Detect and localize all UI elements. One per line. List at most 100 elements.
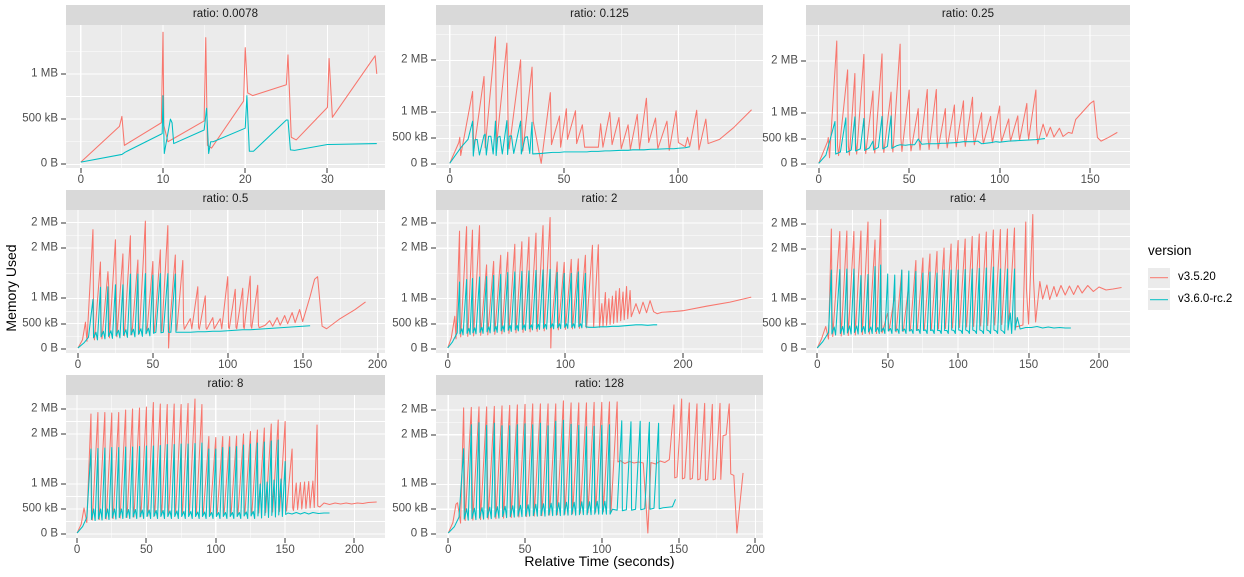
x-axis-tick-label: 0 <box>73 544 81 556</box>
y-axis-tick-mark <box>61 408 66 410</box>
series-line-v3-6-0-rc-2 <box>447 268 658 349</box>
x-axis-tick-mark <box>326 168 328 173</box>
y-axis-tick-mark <box>61 73 66 75</box>
series-line-v3-5-20 <box>80 31 378 163</box>
x-axis-tick-label: 0 <box>445 544 452 556</box>
x-axis-tick-label: 150 <box>668 544 689 556</box>
panel-canvas <box>436 395 763 538</box>
x-axis-tick-mark <box>152 353 154 358</box>
x-axis-tick-label: 200 <box>673 359 693 371</box>
y-axis-tick-mark <box>61 297 66 299</box>
y-axis-tick-mark <box>801 348 806 350</box>
x-axis: 0 50 100 <box>436 168 763 190</box>
legend-label-v3-5-20: v3.5.20 <box>1178 270 1216 283</box>
facet-panel-body <box>436 210 763 353</box>
x-axis-tick-label: 30 <box>321 174 334 186</box>
facet-strip: ratio: 0.0078 <box>66 5 385 25</box>
legend: version v3.5.20 v3.6.0-rc.2 <box>1148 244 1244 311</box>
legend-item-v3-5-20[interactable]: v3.5.20 <box>1148 267 1244 289</box>
y-axis-tick-label: 1 MB <box>31 477 58 490</box>
facet-strip-label: ratio: 2 <box>581 193 618 206</box>
y-axis-tick-mark <box>801 138 806 140</box>
x-axis-tick-label: 20 <box>238 174 252 186</box>
y-axis: 0 B 500 kB 1 MB <box>4 25 66 170</box>
x-axis-tick-label: 150 <box>275 544 295 556</box>
panel-canvas <box>436 210 763 353</box>
y-axis-tick-mark <box>801 248 806 250</box>
panel-canvas <box>436 25 763 168</box>
x-axis-tick-label: 200 <box>745 544 765 556</box>
x-axis-tick-mark <box>957 353 959 358</box>
x-axis-tick-mark <box>353 538 355 543</box>
x-axis-tick-mark <box>601 538 603 543</box>
x-axis-tick-label: 50 <box>902 174 916 186</box>
y-axis-tick-label: 2 MB <box>401 427 428 440</box>
y-axis-tick-label: 500 kB <box>22 316 58 329</box>
series-line-v3-5-20 <box>76 398 377 534</box>
x-axis-tick-mark <box>80 168 82 173</box>
x-axis-tick-label: 100 <box>218 359 238 371</box>
y-axis-tick-mark <box>801 60 806 62</box>
x-axis: 0 50 100 150 200 <box>66 353 388 375</box>
x-axis-tick-label: 50 <box>557 174 571 186</box>
y-axis-tick-label: 500 kB <box>762 131 798 144</box>
legend-item-v3-6-0-rc-2[interactable]: v3.6.0-rc.2 <box>1148 289 1244 311</box>
facet-panel-body <box>436 395 763 538</box>
x-axis-tick-label: 100 <box>555 359 575 371</box>
series-line-v3-5-20 <box>816 213 1122 349</box>
x-axis-tick-mark <box>908 168 910 173</box>
y-axis-tick-mark <box>431 323 436 325</box>
facet-strip-label: ratio: 8 <box>207 378 244 391</box>
y-axis-tick-label: 1 MB <box>401 291 428 304</box>
y-axis-tick-label: 0 B <box>40 342 58 355</box>
panel-canvas <box>806 25 1130 168</box>
x-axis-tick-label: 10 <box>156 174 170 186</box>
facet-panel-body <box>806 210 1130 353</box>
facet-strip-label: ratio: 0.0078 <box>192 8 259 21</box>
y-axis-tick-label: 0 B <box>40 527 58 540</box>
x-axis-tick-label: 150 <box>293 359 313 371</box>
x-axis-tick-mark <box>999 168 1001 173</box>
y-axis-tick-mark <box>801 298 806 300</box>
x-axis-tick-mark <box>76 538 78 543</box>
y-axis-tick-label: 0 B <box>780 157 798 170</box>
x-axis-tick-mark <box>682 353 684 358</box>
facet-strip-label: ratio: 0.25 <box>941 8 995 21</box>
x-axis-tick-mark <box>887 353 889 358</box>
x-axis-tick-mark <box>447 353 449 358</box>
x-axis-tick-mark <box>1098 353 1100 358</box>
y-axis-tick-label: 1 MB <box>401 477 428 490</box>
facet-panel: ratio: 4 <box>806 190 1130 353</box>
x-axis-tick-label: 100 <box>990 174 1010 186</box>
series-line-v3-5-20 <box>449 36 752 164</box>
x-axis-tick-label: 200 <box>367 359 388 371</box>
y-axis-tick-label: 0 B <box>40 157 58 170</box>
y-axis-tick-mark <box>61 323 66 325</box>
x-axis-tick-mark <box>377 353 378 358</box>
facet-panel-body <box>436 25 763 168</box>
x-axis-tick-label: 50 <box>518 544 532 556</box>
facet-strip-label: ratio: 0.5 <box>202 193 249 206</box>
facet-panel: ratio: 0.0078 <box>66 5 385 168</box>
y-axis-tick-mark <box>431 483 436 485</box>
x-axis-tick-mark <box>215 538 217 543</box>
x-axis-tick-mark <box>677 168 679 173</box>
x-axis-tick-label: 0 <box>814 359 821 371</box>
legend-title: version <box>1148 243 1192 258</box>
x-axis-tick-mark <box>449 168 451 173</box>
series-line-v3-5-20 <box>77 220 366 349</box>
facet-panel-body <box>66 210 385 353</box>
y-axis-tick-mark <box>431 111 436 113</box>
y-axis-tick-label: 2 MB <box>31 402 58 415</box>
y-axis-tick-mark <box>61 222 66 224</box>
y-axis-tick-label: 2 MB <box>401 216 428 229</box>
legend-key-icon-v3-5-20 <box>1148 267 1170 288</box>
y-axis-tick-mark <box>61 433 66 435</box>
series-line-v3-6-0-rc-2 <box>80 95 377 163</box>
y-axis-tick-mark <box>431 163 436 165</box>
y-axis-tick-label: 2 MB <box>31 215 58 228</box>
y-axis-tick-mark <box>431 137 436 139</box>
y-axis-tick-mark <box>801 163 806 165</box>
